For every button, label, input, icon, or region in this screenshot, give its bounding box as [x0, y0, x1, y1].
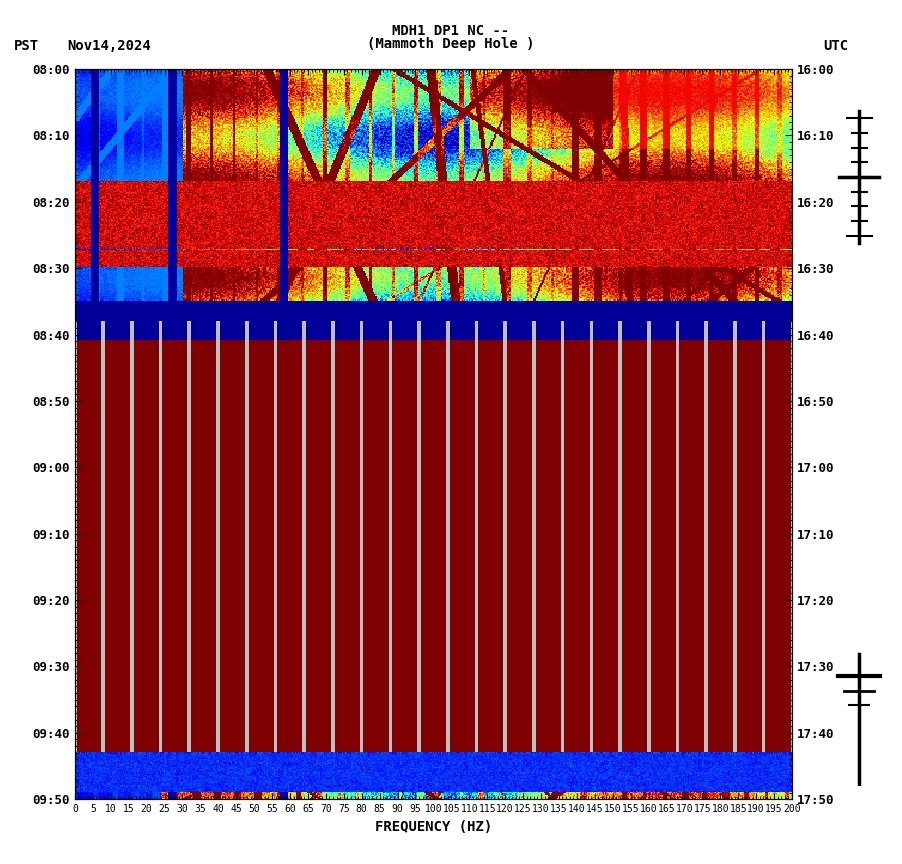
Text: PST: PST [14, 39, 39, 53]
Text: UTC: UTC [823, 39, 848, 53]
Text: MDH1 DP1 NC --: MDH1 DP1 NC -- [392, 24, 510, 38]
Text: Nov14,2024: Nov14,2024 [68, 39, 152, 53]
X-axis label: FREQUENCY (HZ): FREQUENCY (HZ) [375, 820, 492, 834]
Text: (Mammoth Deep Hole ): (Mammoth Deep Hole ) [367, 37, 535, 51]
